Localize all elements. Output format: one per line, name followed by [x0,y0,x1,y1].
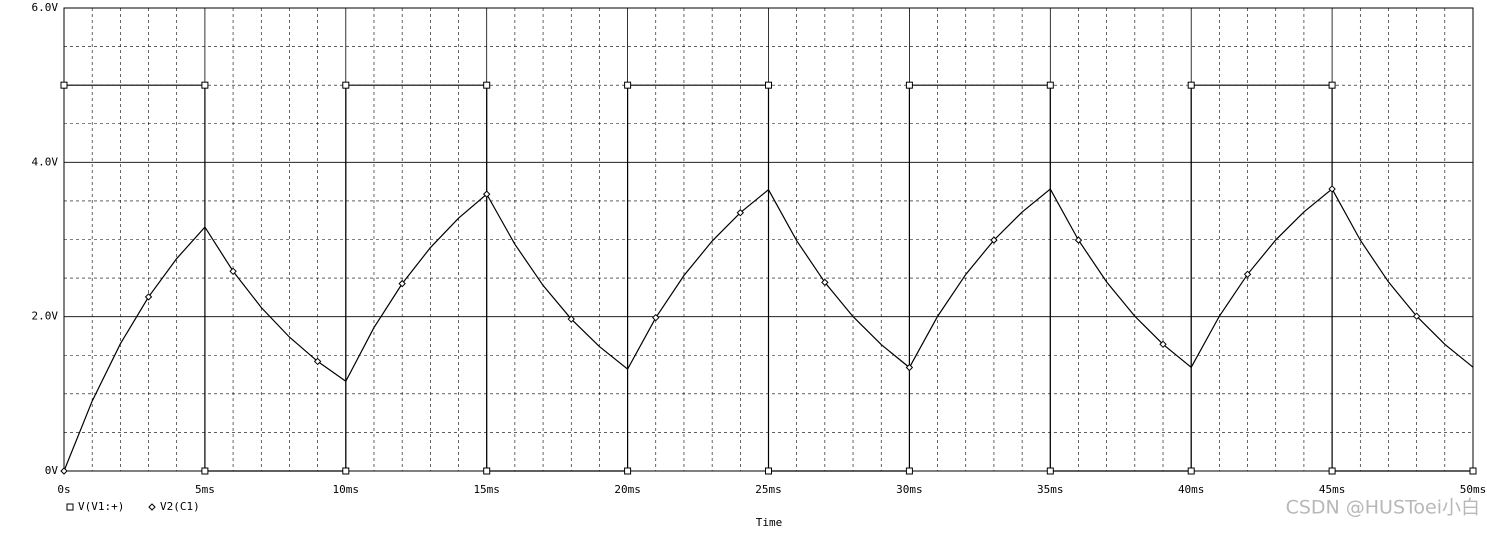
x-tick-label: 45ms [1319,483,1346,496]
data-point [736,209,745,217]
legend-label: V2(C1) [160,500,200,513]
x-tick-label: 30ms [896,483,923,496]
data-point [624,81,632,89]
x-tick-label: 0s [57,483,70,496]
data-point [144,293,153,301]
data-point [1046,81,1054,89]
x-tick-label: 35ms [1037,483,1064,496]
data-point [905,363,914,372]
data-point [229,267,237,276]
data-point [1046,467,1054,475]
x-tick-label: 5ms [195,483,215,496]
series-line [63,188,1474,472]
data-point [483,467,491,475]
x-axis-label: Time [756,516,783,529]
data-point [567,315,575,323]
data-point [652,313,660,322]
data-point [905,467,913,475]
data-point [624,467,632,475]
data-point [905,81,913,89]
x-tick-label: 15ms [473,483,500,496]
data-point [990,236,998,244]
y-tick-label: 0V [45,464,59,477]
x-tick-label: 50ms [1460,483,1487,496]
watermark: CSDN @HUSToei小白 [1286,497,1480,519]
data-point [482,190,491,198]
data-point [1328,81,1336,89]
data-point [821,278,829,287]
y-tick-label: 2.0V [32,310,59,323]
data-point [765,81,772,89]
legend-symbol [66,503,74,511]
legend-label: V(V1:+) [78,500,124,513]
data-point [1328,467,1336,475]
data-point [201,467,209,475]
data-point [1469,467,1477,475]
x-tick-label: 10ms [333,483,360,496]
x-tick-label: 40ms [1178,483,1205,496]
series-line [64,84,1473,472]
data-point [313,357,322,366]
data-point [1243,270,1252,279]
data-point [765,467,772,475]
data-point [60,81,68,89]
y-tick-label: 4.0V [32,155,59,168]
data-point [398,279,406,288]
data-point [1187,81,1195,89]
data-point [342,81,350,89]
data-point [342,467,350,475]
data-point [1187,467,1195,475]
data-point [483,81,491,89]
legend-symbol [148,503,156,511]
data-point [1328,185,1336,193]
data-point [1074,236,1083,244]
x-tick-label: 25ms [755,483,782,496]
data-point [1412,312,1421,320]
data-point [201,81,209,89]
x-tick-label: 20ms [614,483,641,496]
y-tick-label: 6.0V [32,1,59,14]
data-point [1159,340,1167,348]
data-point [60,467,68,475]
